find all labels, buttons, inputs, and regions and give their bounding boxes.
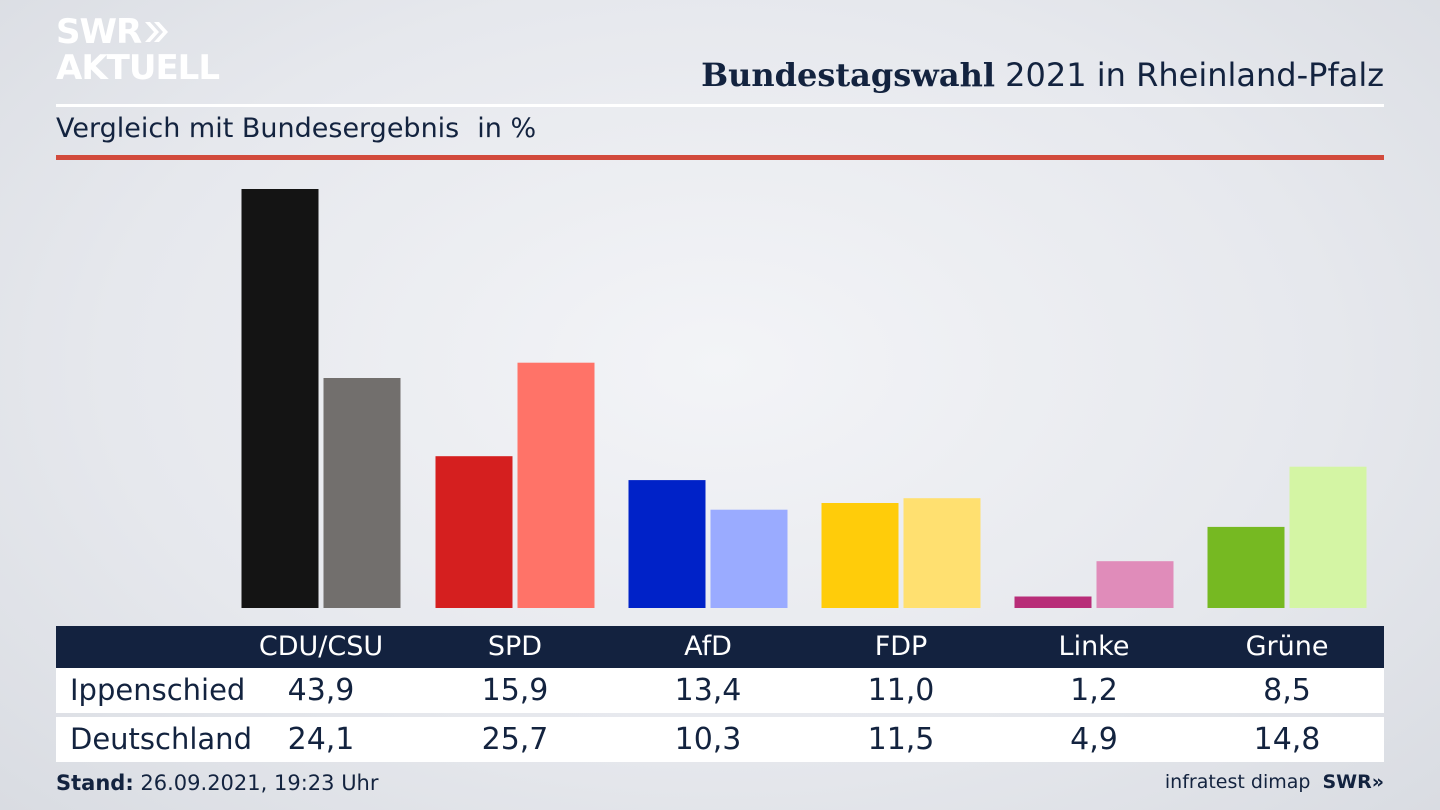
title-bold: Bundestagswahl — [701, 56, 995, 94]
table-cell: 1,2 — [1070, 673, 1118, 708]
footer-logo-text: SWR — [1322, 771, 1372, 793]
bar-linke-deutschland — [1096, 561, 1174, 608]
table-cell: 10,3 — [674, 722, 742, 757]
title-rest: 2021 in Rheinland-Pfalz — [1005, 56, 1384, 94]
logo-line-2: AKTUELL — [56, 48, 220, 88]
table-cell: 15,9 — [481, 673, 549, 708]
bar-spd-ippenschied — [435, 456, 513, 608]
table-cell: 24,1 — [287, 722, 355, 757]
bar-linke-ippenschied — [1014, 596, 1092, 608]
subtitle-text: Vergleich mit Bundesergebnis — [56, 113, 460, 144]
row-label: Deutschland — [70, 722, 252, 756]
swr-aktuell-logo: SWR AKTUELL — [56, 12, 220, 88]
table-cell: 43,9 — [287, 673, 355, 708]
table-cell: 8,5 — [1263, 673, 1311, 708]
table-cell: 11,0 — [867, 673, 935, 708]
bar-cdu-csu-ippenschied — [241, 189, 319, 608]
column-header: SPD — [487, 631, 543, 662]
stand-value: 26.09.2021, 19:23 Uhr — [140, 771, 379, 795]
results-table: CDU/CSU SPD AfD FDP Linke Grüne Ippenschied 4… — [56, 626, 1384, 762]
bar-chart — [241, 189, 1367, 608]
page-title: Bundestagswahl 2021 in Rheinland-Pfalz — [701, 56, 1384, 94]
column-header: AfD — [684, 631, 732, 662]
subtitle: Vergleich mit Bundesergebnis in % — [56, 113, 536, 144]
header-divider — [56, 104, 1384, 107]
table-cell: 14,8 — [1253, 722, 1321, 757]
source-text: infratest dimap — [1164, 771, 1311, 793]
bar-afd-deutschland — [710, 509, 788, 608]
bar-afd-ippenschied — [628, 480, 706, 608]
bar-gr-ne-deutschland — [1289, 466, 1367, 608]
column-header: Linke — [1058, 631, 1130, 662]
footer-logo: SWR» — [1322, 771, 1384, 793]
timestamp: Stand: 26.09.2021, 19:23 Uhr — [56, 771, 379, 795]
bar-spd-deutschland — [517, 362, 595, 608]
column-header: FDP — [874, 631, 928, 662]
double-chevron-icon — [145, 22, 169, 42]
column-header: CDU/CSU — [258, 631, 384, 662]
bar-gr-ne-ippenschied — [1207, 526, 1285, 608]
bar-fdp-ippenschied — [821, 503, 899, 608]
source-credit: infratest dimap SWR» — [1165, 771, 1384, 793]
table-row: Ippenschied 43,9 15,9 13,4 11,0 1,2 8,5 — [56, 668, 1384, 713]
bar-fdp-deutschland — [903, 498, 981, 608]
logo-line-1: SWR — [56, 12, 142, 52]
bar-cdu-csu-deutschland — [323, 378, 401, 608]
table-cell: 11,5 — [867, 722, 935, 757]
subtitle-divider — [56, 155, 1384, 160]
table-cell: 25,7 — [481, 722, 549, 757]
table-header: CDU/CSU SPD AfD FDP Linke Grüne — [56, 626, 1384, 668]
stand-label: Stand: — [56, 771, 134, 795]
table-cell: 13,4 — [674, 673, 742, 708]
subtitle-unit: in % — [477, 113, 537, 144]
table-row: Deutschland 24,1 25,7 10,3 11,5 4,9 14,8 — [56, 717, 1384, 762]
table-cell: 4,9 — [1070, 722, 1118, 757]
row-label: Ippenschied — [70, 673, 246, 707]
column-header: Grüne — [1245, 631, 1329, 662]
